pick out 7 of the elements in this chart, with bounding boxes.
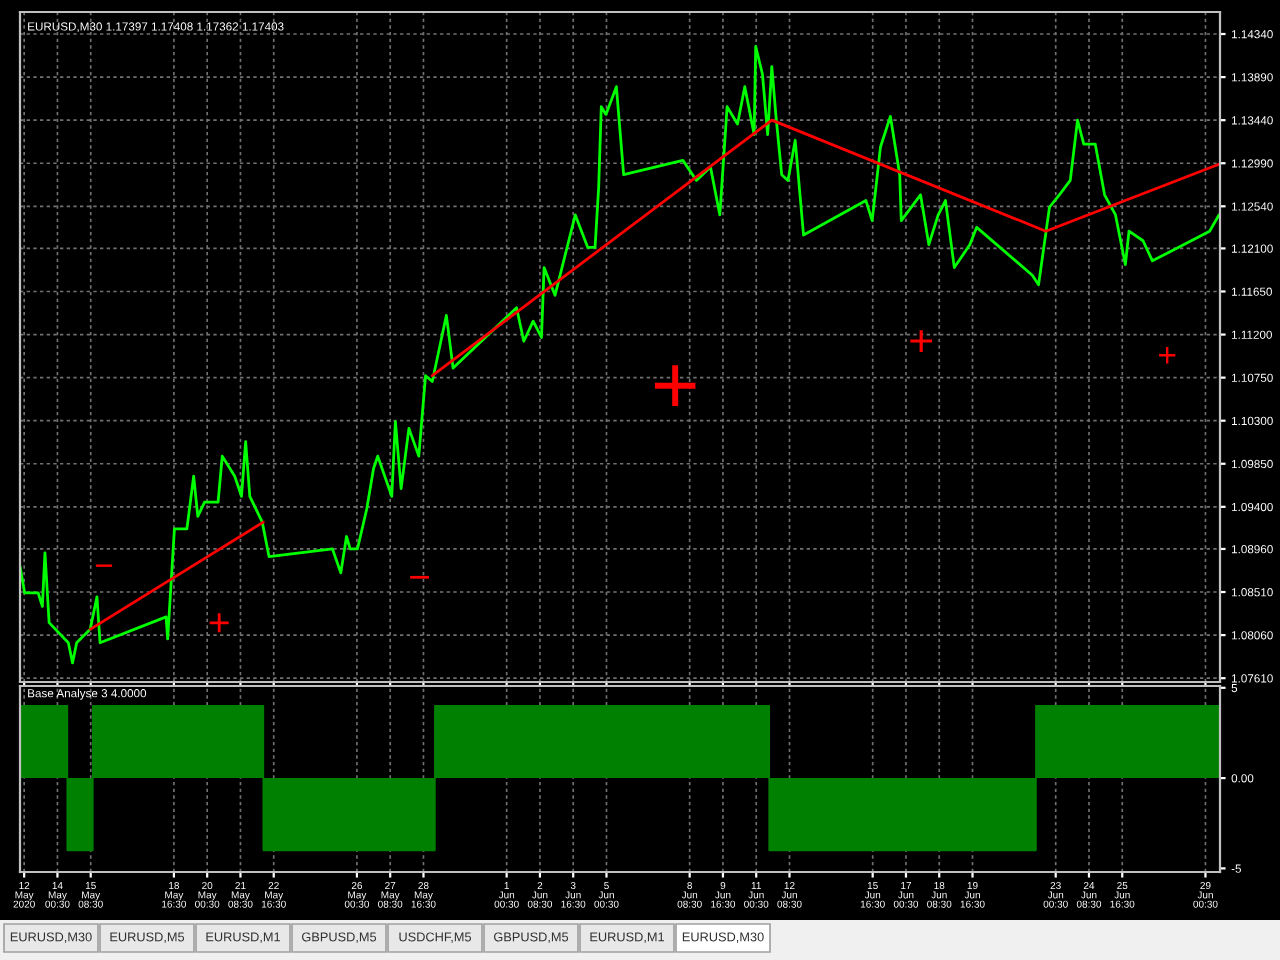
annotation: − [410, 575, 430, 579]
line-series [20, 45, 1220, 665]
annotation: − [95, 564, 113, 567]
annotation: + [654, 365, 696, 407]
annotation: + [910, 330, 932, 352]
annotation: + [209, 613, 229, 633]
annotation: + [1159, 347, 1176, 364]
